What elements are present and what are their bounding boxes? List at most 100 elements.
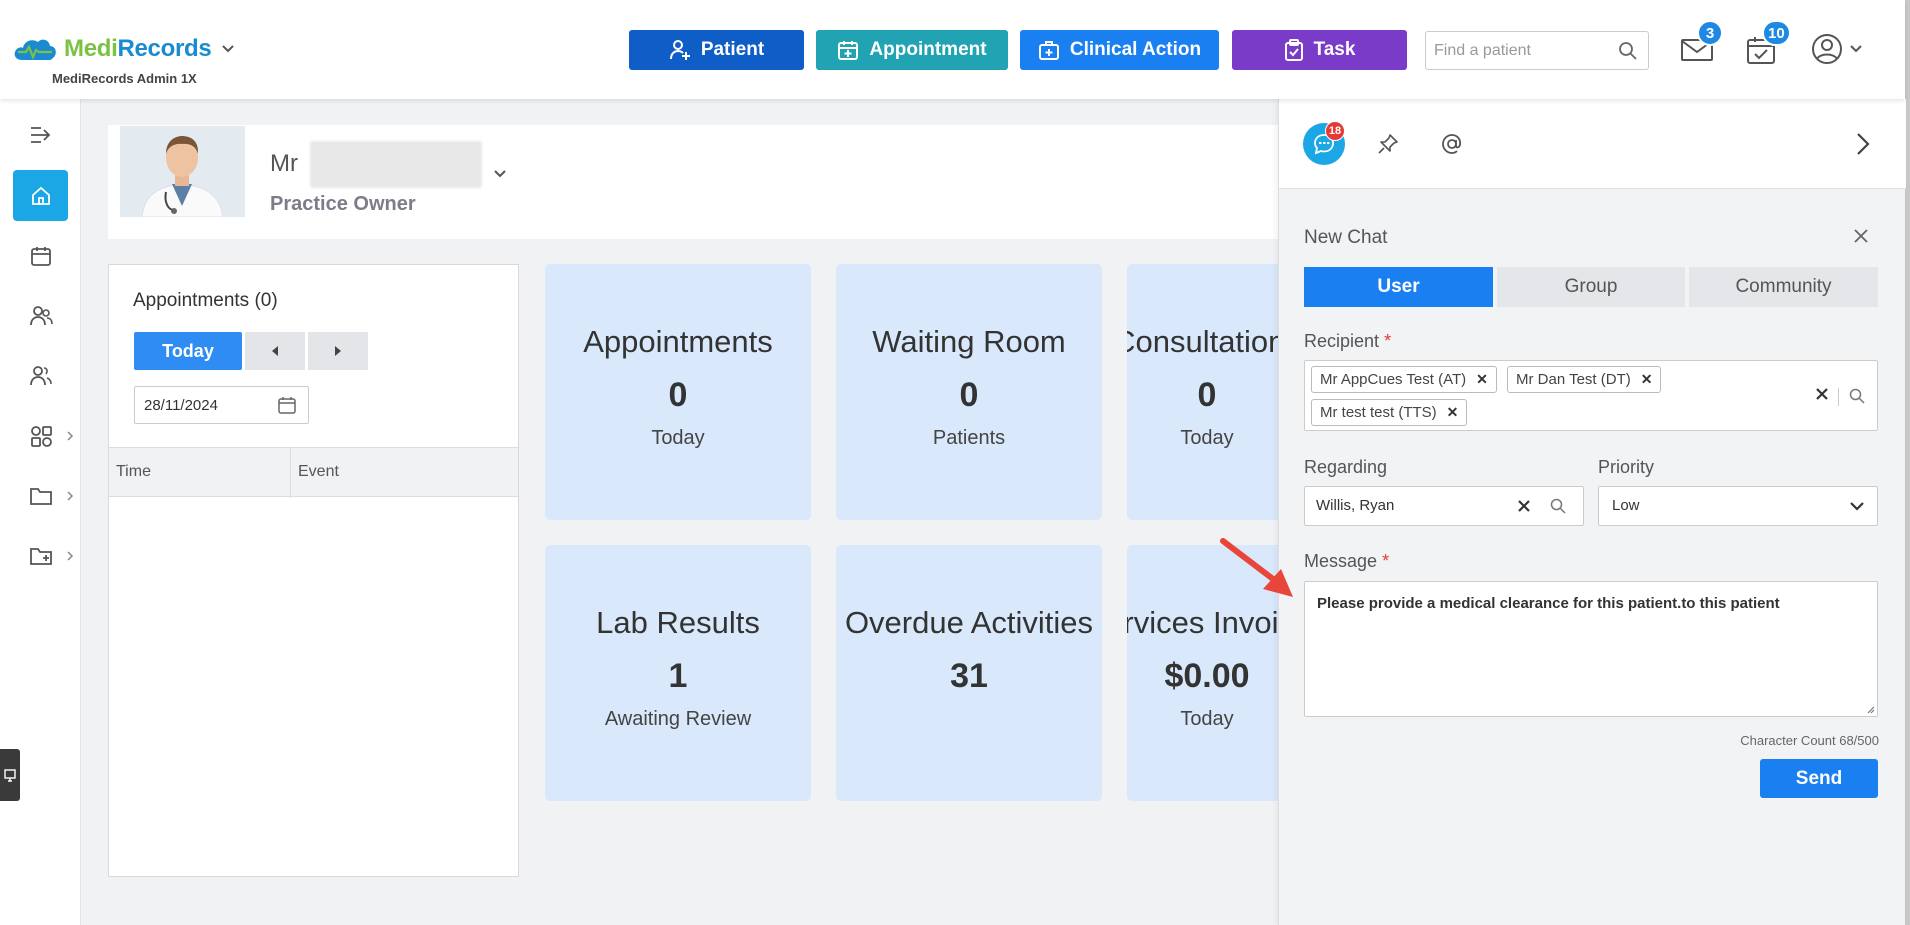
previous-day-button[interactable] [245, 332, 305, 370]
tasks-button[interactable]: 10 [1745, 20, 1791, 66]
tile-value: 0 [1197, 376, 1217, 414]
search-icon[interactable] [1550, 498, 1566, 514]
tile-overdue-activities[interactable]: Overdue Activities 31 [836, 545, 1102, 801]
new-patient-button[interactable]: Patient [629, 30, 804, 70]
sidebar-item-patients[interactable] [13, 290, 68, 341]
tab-group[interactable]: Group [1497, 267, 1685, 307]
sidebar-item-contacts[interactable] [13, 350, 68, 401]
sidebar-item-calendar[interactable] [13, 230, 68, 281]
search-icon[interactable] [1849, 388, 1865, 404]
cloud-logo-icon [14, 39, 56, 60]
tile-services-invoiced[interactable]: Services Invoiced $0.00 Today [1127, 545, 1287, 801]
clinical-action-button[interactable]: Clinical Action [1020, 30, 1219, 70]
recipient-chip: Mr AppCues Test (AT) ✕ [1311, 366, 1497, 393]
column-divider [290, 448, 291, 498]
time-column-header: Time [116, 463, 151, 480]
chat-bubble-icon [1314, 134, 1334, 155]
patient-search [1425, 31, 1649, 70]
clear-recipients-icon[interactable] [1815, 387, 1829, 401]
remove-recipient-icon[interactable]: ✕ [1446, 404, 1459, 420]
tab-user[interactable]: User [1304, 267, 1493, 307]
user-menu[interactable] [1810, 32, 1866, 66]
resize-grip-icon[interactable] [1865, 704, 1875, 714]
chevron-down-icon[interactable] [221, 44, 235, 54]
clinical-action-label: Clinical Action [1069, 39, 1202, 60]
message-field: Please provide a medical clearance for t… [1304, 581, 1878, 717]
next-day-button[interactable] [308, 332, 368, 370]
chat-unread-badge: 18 [1325, 121, 1345, 141]
appointment-date-field[interactable]: 28/11/2024 [134, 386, 309, 424]
priority-select[interactable]: Low [1598, 486, 1878, 526]
user-plus-icon [669, 40, 690, 60]
tile-title: Appointments [583, 324, 773, 359]
account-circle-icon [1812, 34, 1862, 64]
tile-waiting-room[interactable]: Waiting Room 0 Patients [836, 264, 1102, 520]
priority-value: Low [1612, 497, 1640, 514]
tab-chat[interactable]: 18 [1303, 121, 1345, 165]
doctor-photo [120, 126, 245, 217]
support-side-tab[interactable] [0, 749, 20, 801]
sidebar-item-add-folder[interactable] [13, 530, 74, 581]
pin-icon [1378, 134, 1398, 154]
tab-mentions[interactable] [1431, 123, 1473, 165]
top-header: MediRecords MediRecords Admin 1X Patient… [0, 0, 1905, 99]
sidebar-item-apps[interactable] [13, 410, 74, 461]
recipient-label: Recipient * [1304, 331, 1392, 351]
search-icon[interactable] [1618, 41, 1638, 61]
expand-menu-icon [30, 126, 50, 143]
message-textarea[interactable]: Please provide a medical clearance for t… [1305, 582, 1877, 716]
calendar-plus-icon [838, 41, 859, 60]
chevron-right-icon [67, 550, 74, 561]
remove-recipient-icon[interactable]: ✕ [1640, 371, 1653, 387]
tile-lab-results[interactable]: Lab Results 1 Awaiting Review [545, 545, 811, 801]
new-appointment-button[interactable]: Appointment [816, 30, 1008, 70]
today-button[interactable]: Today [134, 332, 242, 370]
folder-plus-icon [29, 547, 52, 565]
tile-value: 1 [668, 657, 688, 695]
profile-title: Mr [270, 150, 298, 177]
tile-consultations[interactable]: Consultations 0 Today [1127, 264, 1287, 520]
tile-appointments[interactable]: Appointments 0 Today [545, 264, 811, 520]
chevron-right-icon[interactable] [1856, 132, 1870, 156]
calendar-icon [30, 246, 51, 266]
messages-button[interactable]: 3 [1680, 20, 1723, 64]
chevron-down-icon[interactable] [493, 169, 507, 179]
tile-title: Overdue Activities [844, 605, 1094, 640]
tile-value: 31 [950, 657, 988, 695]
patient-search-input[interactable] [1434, 41, 1604, 61]
sidebar-item-documents[interactable] [13, 470, 74, 521]
tile-subtitle: Awaiting Review [604, 708, 752, 730]
remove-recipient-icon[interactable]: ✕ [1476, 371, 1488, 387]
new-appointment-label: Appointment [869, 39, 987, 60]
chevron-down-icon [1850, 502, 1864, 511]
annotation-arrow-icon [1220, 538, 1293, 597]
tile-subtitle: Today [1180, 708, 1234, 730]
new-task-label: Task [1313, 39, 1356, 60]
new-task-button[interactable]: Task [1232, 30, 1407, 70]
chat-panel-toolbar: 18 [1279, 99, 1906, 189]
regarding-field[interactable]: Willis, Ryan [1304, 486, 1584, 526]
chevron-right-icon [67, 430, 74, 441]
recipient-field[interactable]: Mr AppCues Test (AT) ✕ Mr Dan Test (DT) ✕ … [1304, 360, 1878, 431]
regarding-label: Regarding [1304, 457, 1388, 477]
brand-logo[interactable]: MediRecords [12, 34, 235, 64]
recipient-chip-label: Mr Dan Test (DT) [1516, 371, 1631, 388]
clear-regarding-icon[interactable] [1517, 499, 1531, 513]
recipient-chip: Mr test test (TTS) ✕ [1311, 399, 1468, 426]
tile-subtitle: Patients [932, 427, 1006, 449]
profile-role: Practice Owner [270, 193, 416, 215]
calendar-icon[interactable] [278, 396, 296, 414]
tab-community[interactable]: Community [1689, 267, 1878, 307]
tile-title: Services Invoiced [1127, 605, 1287, 640]
sidebar-item-home[interactable] [13, 170, 68, 221]
sidebar-expand-toggle[interactable] [13, 109, 68, 160]
caret-left-icon [272, 346, 278, 356]
clipboard-check-icon [1284, 39, 1303, 61]
message-label: Message * [1304, 551, 1390, 571]
recipient-chip-label: Mr test test (TTS) [1320, 404, 1437, 421]
send-button[interactable]: Send [1760, 759, 1878, 798]
close-icon[interactable] [1853, 228, 1869, 244]
tab-pinned[interactable] [1367, 123, 1409, 165]
home-icon [31, 186, 50, 205]
page-scrollbar[interactable] [1905, 0, 1910, 925]
